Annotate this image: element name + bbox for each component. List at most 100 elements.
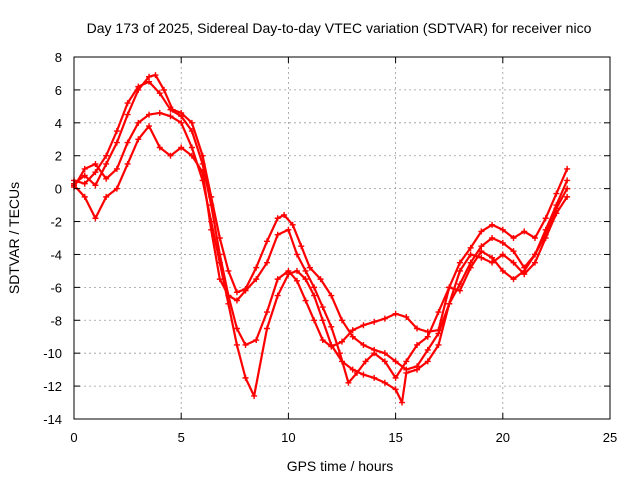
data-point bbox=[156, 144, 163, 151]
data-point bbox=[289, 221, 296, 228]
data-point bbox=[263, 325, 270, 332]
x-axis-label: GPS time / hours bbox=[287, 458, 394, 474]
data-point bbox=[274, 215, 281, 222]
data-point bbox=[124, 111, 131, 118]
data-point bbox=[542, 231, 549, 238]
data-point bbox=[253, 264, 260, 271]
x-tick-label: 20 bbox=[496, 430, 510, 445]
gridlines bbox=[74, 57, 610, 419]
y-tick-label: -12 bbox=[43, 379, 62, 394]
data-point bbox=[81, 172, 88, 179]
data-point bbox=[302, 267, 309, 274]
data-point bbox=[92, 182, 99, 189]
data-point bbox=[113, 165, 120, 172]
x-tick-label: 10 bbox=[281, 430, 295, 445]
data-point bbox=[188, 152, 195, 159]
data-point bbox=[124, 139, 131, 146]
data-point bbox=[349, 333, 356, 340]
data-point bbox=[467, 251, 474, 258]
data-point bbox=[178, 144, 185, 151]
data-point bbox=[293, 267, 300, 274]
y-tick-label: -2 bbox=[50, 215, 62, 230]
data-point bbox=[424, 358, 431, 365]
x-tick-label: 25 bbox=[603, 430, 617, 445]
data-point bbox=[285, 271, 292, 278]
data-point bbox=[339, 338, 345, 345]
series-track-4 bbox=[71, 123, 571, 386]
data-point bbox=[456, 259, 463, 266]
data-point bbox=[319, 317, 326, 324]
chart-title: Day 173 of 2025, Sidereal Day-to-day VTE… bbox=[87, 20, 592, 36]
data-point bbox=[489, 221, 496, 228]
data-point bbox=[208, 226, 215, 233]
data-point bbox=[478, 248, 485, 255]
data-point bbox=[456, 287, 463, 294]
data-point bbox=[510, 276, 517, 283]
data-point bbox=[178, 119, 185, 126]
data-point bbox=[339, 317, 345, 324]
data-point bbox=[113, 128, 120, 135]
data-point bbox=[319, 304, 326, 311]
data-point bbox=[414, 325, 421, 332]
data-point bbox=[167, 152, 174, 159]
data-point bbox=[81, 193, 88, 200]
data-point bbox=[103, 152, 110, 159]
data-point bbox=[564, 185, 571, 192]
data-point bbox=[510, 248, 517, 255]
data-point bbox=[103, 193, 110, 200]
data-point bbox=[293, 277, 300, 284]
data-point bbox=[146, 111, 153, 118]
data-point bbox=[392, 358, 399, 365]
data-point bbox=[225, 267, 232, 274]
data-point bbox=[274, 231, 281, 238]
data-series bbox=[71, 72, 571, 406]
data-point bbox=[371, 350, 378, 357]
data-point bbox=[135, 119, 142, 126]
x-tick-label: 5 bbox=[178, 430, 185, 445]
data-point bbox=[360, 341, 367, 348]
y-tick-label: -14 bbox=[43, 412, 62, 427]
data-point bbox=[146, 123, 153, 130]
data-point bbox=[403, 369, 410, 376]
y-tick-label: 0 bbox=[55, 182, 62, 197]
data-point bbox=[564, 193, 571, 200]
data-point bbox=[435, 309, 442, 316]
data-point bbox=[381, 315, 388, 322]
data-point bbox=[263, 259, 270, 266]
data-point bbox=[336, 350, 343, 357]
data-point bbox=[208, 202, 215, 209]
data-point bbox=[124, 160, 131, 167]
data-point bbox=[381, 358, 388, 365]
data-point bbox=[135, 136, 142, 143]
data-point bbox=[188, 119, 195, 126]
data-point bbox=[302, 297, 309, 304]
x-tick-label: 15 bbox=[388, 430, 402, 445]
data-point bbox=[311, 292, 318, 299]
data-point bbox=[319, 337, 326, 344]
data-point bbox=[456, 267, 463, 274]
data-point bbox=[467, 244, 474, 251]
data-point bbox=[446, 284, 453, 291]
data-point bbox=[499, 239, 506, 246]
data-point bbox=[298, 243, 305, 250]
data-point bbox=[345, 379, 352, 386]
data-point bbox=[328, 341, 335, 348]
data-point bbox=[274, 292, 281, 299]
data-point bbox=[553, 205, 560, 212]
data-point bbox=[403, 313, 410, 320]
data-point bbox=[424, 346, 431, 353]
data-point bbox=[92, 215, 99, 222]
data-point bbox=[103, 175, 110, 182]
data-point bbox=[251, 392, 258, 399]
data-point bbox=[531, 251, 538, 258]
data-point bbox=[435, 327, 442, 334]
data-point bbox=[146, 78, 153, 85]
data-point bbox=[199, 169, 206, 176]
data-point bbox=[553, 190, 560, 197]
y-tick-label: -8 bbox=[50, 313, 62, 328]
data-point bbox=[564, 165, 571, 172]
data-point bbox=[531, 259, 538, 266]
series-track-2 bbox=[71, 78, 571, 350]
series-line bbox=[72, 74, 569, 371]
